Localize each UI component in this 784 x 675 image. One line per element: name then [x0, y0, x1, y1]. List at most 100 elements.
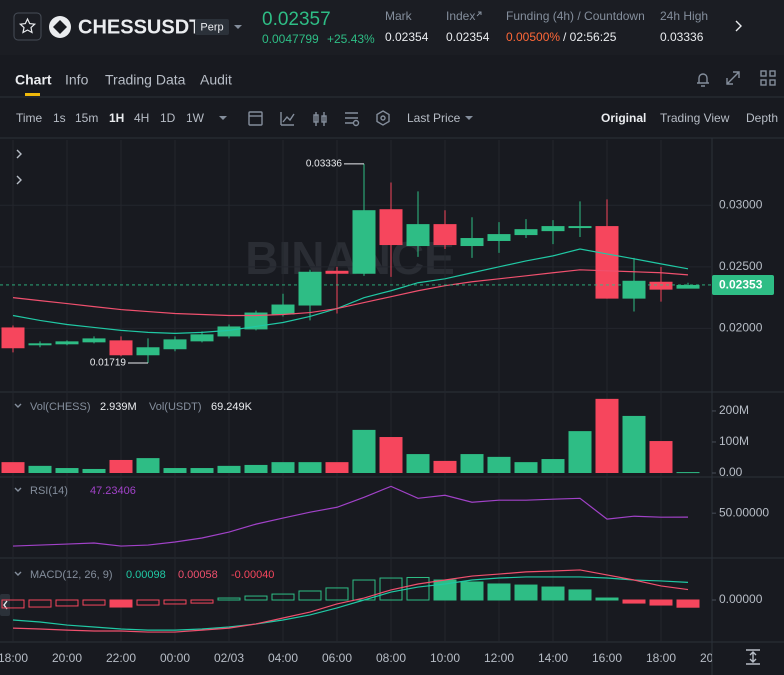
view-option[interactable]: Original [601, 111, 646, 125]
candle-body [217, 326, 241, 337]
countdown: / 02:56:25 [563, 30, 617, 44]
volume-bar [190, 468, 214, 473]
macd-bar [622, 599, 646, 604]
macd-bar [271, 593, 295, 601]
interval[interactable]: 1s [53, 111, 66, 125]
x-tick-label: 22:00 [106, 651, 136, 665]
macd-bar [514, 584, 538, 601]
macd-dif-line [12, 576, 689, 631]
moving-average [12, 269, 689, 317]
legend-value: 0.00098 [126, 569, 166, 581]
y-tick-label: 0.02000 [719, 321, 763, 335]
candle-body [676, 284, 700, 289]
candle-body [622, 280, 646, 299]
badge: Perp [200, 21, 223, 33]
legend-toggle [14, 403, 22, 408]
symbol: CHESSUSDT [78, 16, 201, 38]
collapse-button[interactable] [0, 594, 10, 616]
high-label: 0.03336 [306, 159, 343, 170]
symbol-dropdown[interactable] [234, 25, 242, 29]
stat-label: Funding (4h) / Countdown [506, 9, 645, 23]
stat-label: Index [446, 9, 475, 23]
alert-button[interactable] [697, 73, 709, 87]
candle-body [379, 209, 403, 246]
view-option[interactable]: Trading View [660, 111, 730, 125]
candle-body [28, 343, 52, 346]
stat-value: 0.02354 [385, 30, 429, 44]
candle-body [568, 226, 592, 229]
x-tick-label: 12:00 [484, 651, 514, 665]
candle-body [460, 238, 484, 247]
macd-bar [595, 597, 619, 601]
volume-bar [136, 458, 160, 473]
interval-label: Time [16, 111, 43, 125]
candle-body [352, 210, 376, 274]
interval[interactable]: 15m [75, 111, 98, 125]
volume-bar [55, 468, 79, 473]
x-tick-label: 10:00 [430, 651, 460, 665]
macd-bar [244, 595, 268, 601]
volume-bar [649, 441, 673, 473]
interval[interactable]: 1H [109, 111, 124, 125]
indicator-toggle[interactable] [16, 149, 22, 185]
favorite-button[interactable] [13, 12, 42, 41]
candle-body [298, 271, 322, 306]
volume-bar [82, 468, 106, 473]
candle-body [163, 339, 187, 350]
macd-bar [1, 599, 25, 609]
tab[interactable]: Chart [15, 72, 52, 88]
legend-name: MACD(12, 26, 9) [30, 569, 113, 581]
volume-bar [217, 465, 241, 473]
interval[interactable]: 1W [186, 111, 205, 125]
volume-bar [460, 454, 484, 473]
interval-dropdown[interactable] [219, 116, 227, 120]
candle-body [595, 226, 619, 299]
x-tick-label: 18:00 [646, 651, 676, 665]
volume-bar [487, 456, 511, 473]
volume-bar [568, 431, 592, 473]
interval[interactable]: 4H [134, 111, 149, 125]
volume-bar [352, 429, 376, 473]
volume-bar [1, 462, 25, 473]
legend-value: 47.23406 [90, 485, 136, 497]
candle-body [433, 224, 457, 246]
toolbar-icons[interactable] [248, 110, 390, 127]
volume-bar [595, 398, 619, 473]
view-option[interactable]: Depth [746, 111, 778, 125]
macd-dea-line [12, 569, 689, 633]
legend-name: RSI(14) [30, 485, 68, 497]
more-stats[interactable] [735, 20, 742, 32]
x-tick-label: 06:00 [322, 651, 352, 665]
interval[interactable]: 1D [160, 111, 176, 125]
last-price-label: 0.02353 [719, 278, 763, 292]
legend-toggle [14, 487, 22, 492]
price-type[interactable]: Last Price [407, 111, 461, 125]
last-price-tag [712, 274, 774, 295]
header-bar [0, 0, 784, 55]
tab[interactable]: Info [65, 72, 89, 88]
fullscreen-button[interactable] [726, 71, 740, 85]
macd-bar [379, 577, 403, 601]
stat-value: 0.02354 [446, 30, 490, 44]
candle-body [541, 226, 565, 232]
layout-button[interactable] [760, 70, 776, 86]
candle-body [649, 281, 673, 290]
candle-body [406, 224, 430, 247]
stat-value: 0.03336 [660, 30, 704, 44]
macd-bar [136, 599, 160, 606]
macd-bar [82, 599, 106, 606]
y-tick-label: 100M [719, 434, 749, 448]
volume-bar [514, 462, 538, 473]
macd-bar [352, 579, 376, 601]
moving-average [12, 248, 689, 334]
tab[interactable]: Trading Data [105, 72, 186, 88]
scale-button[interactable] [746, 649, 760, 665]
tab[interactable]: Audit [200, 72, 232, 88]
candle-body [55, 341, 79, 345]
candle-body [271, 304, 295, 315]
candle-body [1, 327, 25, 349]
price-type-dropdown[interactable] [465, 116, 473, 120]
legend-value: 0.00058 [178, 569, 218, 581]
volume-bar [379, 437, 403, 473]
legend-value: -0.00040 [231, 569, 274, 581]
